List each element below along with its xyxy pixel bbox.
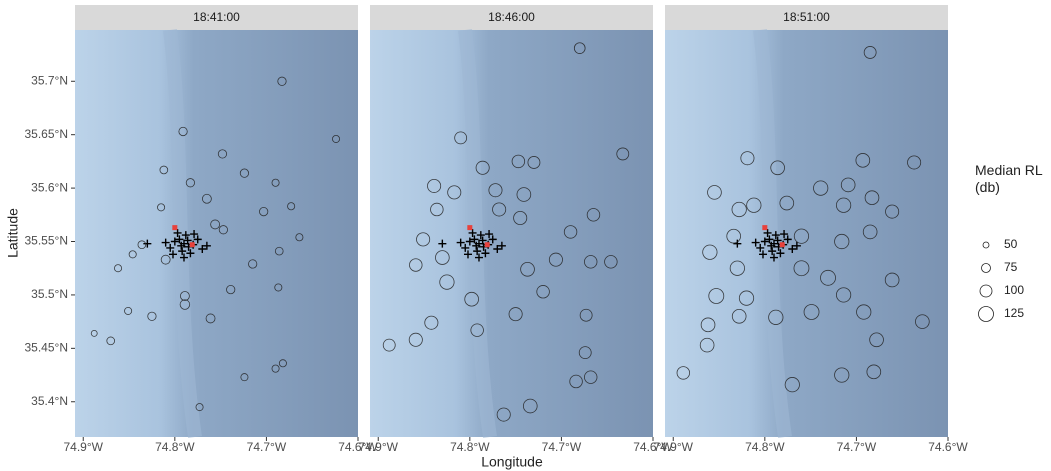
- y-axis-label: Latitude: [5, 208, 21, 258]
- legend-label: 100: [1004, 283, 1024, 297]
- figure: Longitude Latitude 18:41:00 74.9°W 74.8°W 7…: [0, 0, 1051, 471]
- panel-title: 18:41:00: [193, 10, 240, 24]
- legend-key: [975, 280, 997, 302]
- source: [780, 242, 785, 247]
- x-tick-label: 74.6°W: [928, 440, 968, 454]
- x-tick-label: 74.7°W: [247, 440, 287, 454]
- x-axis-label: Longitude: [481, 454, 543, 470]
- y-tick-label: 35.55°N: [25, 234, 69, 248]
- y-tick-label: 35.5°N: [31, 287, 68, 301]
- panel-title: 18:46:00: [488, 10, 535, 24]
- chart: Longitude Latitude 18:41:00 74.9°W 74.8°W 7…: [0, 0, 1051, 471]
- legend-key: [975, 234, 997, 256]
- panel-title: 18:51:00: [783, 10, 830, 24]
- legend-key: [975, 257, 997, 279]
- x-tick-label: 74.7°W: [542, 440, 582, 454]
- legend-label: 50: [1004, 237, 1018, 251]
- legend-label: 125: [1004, 306, 1024, 320]
- source: [762, 225, 767, 230]
- y-tick-label: 35.45°N: [25, 341, 69, 355]
- source: [485, 242, 490, 247]
- legend-title: Median RL (db): [975, 162, 1043, 196]
- legend-label: 75: [1004, 260, 1018, 274]
- x-tick-label: 74.9°W: [64, 440, 104, 454]
- y-tick-label: 35.6°N: [31, 180, 68, 194]
- y-tick-label: 35.65°N: [25, 127, 69, 141]
- x-tick-label: 74.7°W: [837, 440, 877, 454]
- map-background: [370, 30, 653, 437]
- source: [172, 225, 177, 230]
- x-tick-label: 74.9°W: [359, 440, 399, 454]
- y-tick-label: 35.4°N: [31, 394, 68, 408]
- x-tick-label: 74.8°W: [450, 440, 490, 454]
- x-tick-label: 74.8°W: [745, 440, 785, 454]
- source: [467, 225, 472, 230]
- map-background: [75, 30, 358, 437]
- map-background: [665, 30, 948, 437]
- x-tick-label: 74.9°W: [654, 440, 694, 454]
- x-tick-label: 74.8°W: [155, 440, 195, 454]
- y-tick-label: 35.7°N: [31, 73, 68, 87]
- source: [190, 242, 195, 247]
